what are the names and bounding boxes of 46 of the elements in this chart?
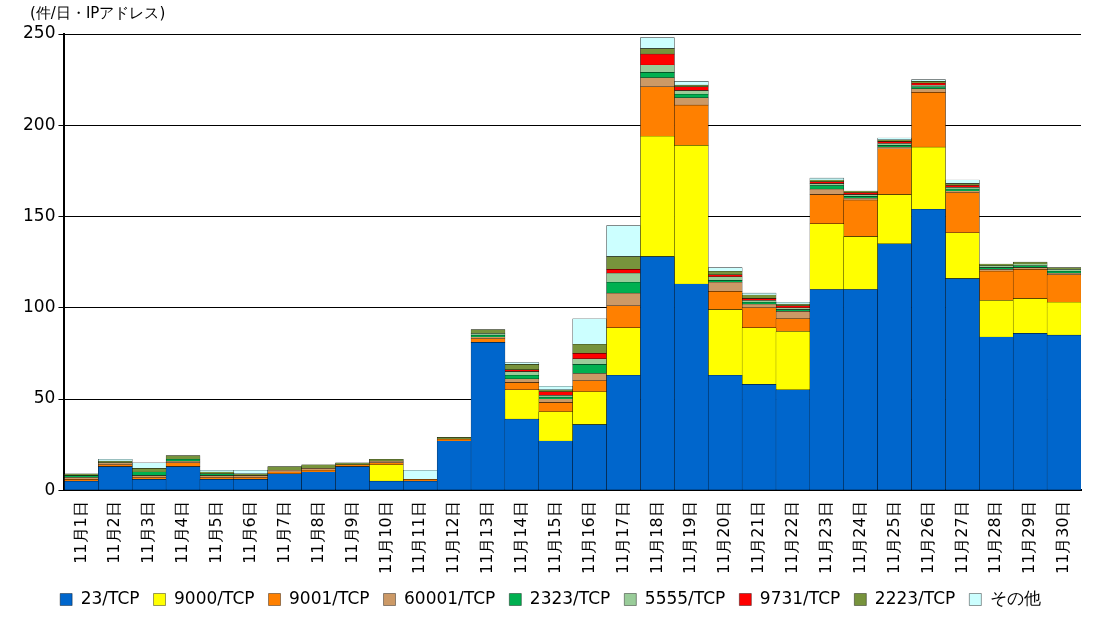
y-tick-label: 200 (22, 113, 56, 134)
y-tick-label: 0 (44, 478, 56, 499)
legend-label: 2323/TCP (529, 587, 611, 608)
x-tick-label: 11月28日 (985, 501, 1005, 574)
x-tick-label: 11月1日 (70, 501, 90, 564)
legend-label: 9001/TCP (289, 587, 370, 608)
x-tick-label: 11月8日 (307, 501, 327, 564)
y-axis-title: (件/日・IPアドレス) (30, 4, 166, 23)
legend-label: 2223/TCP (874, 587, 956, 608)
x-tick-label: 11月7日 (273, 501, 293, 564)
x-tick-label: 11月5日 (206, 501, 226, 564)
x-tick-label: 11月13日 (477, 501, 497, 574)
x-tick-label: 11月27日 (951, 501, 971, 574)
legend-label: 9000/TCP (174, 587, 255, 608)
x-tick-label: 11月4日 (172, 501, 192, 564)
x-tick-label: 11月21日 (748, 501, 768, 574)
legend-label: その他 (989, 587, 1041, 608)
legend-label: 23/TCP (80, 587, 140, 608)
x-tick-label: 11月10日 (375, 501, 395, 574)
x-tick-label: 11月25日 (883, 501, 903, 574)
legend-label: 5555/TCP (644, 587, 726, 608)
x-tick-label: 11月20日 (714, 501, 734, 574)
x-tick-label: 11月9日 (341, 501, 361, 564)
x-tick-label: 11月2日 (104, 501, 124, 564)
x-tick-label: 11月3日 (138, 501, 158, 564)
x-tick-label: 11月16日 (578, 501, 598, 574)
y-tick-label: 50 (33, 387, 56, 408)
x-tick-label: 11月11日 (409, 501, 429, 574)
x-tick-label: 11月15日 (544, 501, 564, 574)
x-tick-label: 11月23日 (816, 501, 836, 574)
y-tick-label: 150 (22, 204, 56, 225)
legend-label: 60001/TCP (404, 587, 496, 608)
x-tick-label: 11月19日 (680, 501, 700, 574)
x-tick-label: 11月30日 (1053, 501, 1073, 574)
legend-label: 9731/TCP (759, 587, 841, 608)
x-tick-label: 11月29日 (1019, 501, 1039, 574)
x-tick-label: 11月14日 (511, 501, 531, 574)
y-tick-label: 100 (22, 296, 56, 317)
x-tick-label: 11月26日 (917, 501, 937, 574)
x-tick-label: 11月6日 (239, 501, 259, 564)
x-tick-label: 11月24日 (849, 501, 869, 574)
x-tick-label: 11月12日 (443, 501, 463, 574)
x-tick-label: 11月22日 (782, 501, 802, 574)
x-tick-label: 11月18日 (646, 501, 666, 574)
y-tick-label: 250 (22, 22, 56, 43)
x-tick-label: 11月17日 (612, 501, 632, 574)
